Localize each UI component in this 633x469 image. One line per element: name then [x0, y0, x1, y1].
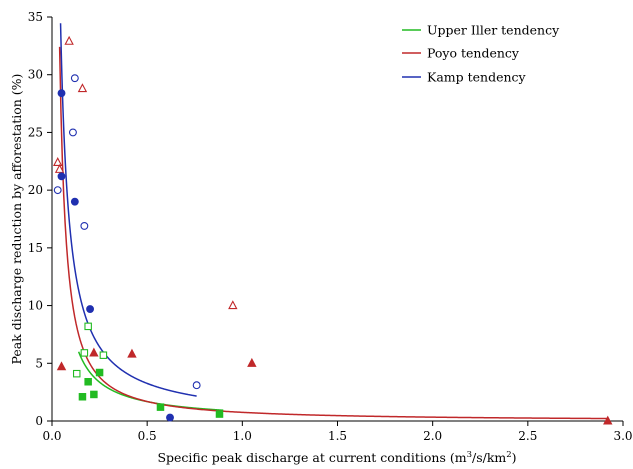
legend-label-kamp: Kamp tendency	[427, 70, 527, 85]
kamp-filled-point	[57, 172, 66, 181]
poyo-filled-point	[603, 415, 613, 425]
y-ticks: 0 5 10 15 20 25 30 35	[28, 10, 52, 428]
x-tick-label: 2.5	[518, 429, 537, 443]
x-tick-label: 1.0	[233, 429, 252, 443]
y-tick-label: 20	[28, 183, 43, 197]
poyo-filled-point	[127, 348, 137, 358]
upper-iller-trend-line	[77, 351, 224, 411]
poyo-trend-line	[58, 46, 608, 420]
x-tick-label: 0.0	[42, 429, 61, 443]
kamp-filled-point	[70, 197, 79, 206]
x-axis-title: Specific peak discharge at current condi…	[157, 450, 516, 465]
kamp-open-point	[53, 186, 62, 195]
y-tick-label: 30	[28, 68, 43, 82]
poyo-filled-point	[247, 357, 257, 367]
x-tick-label: 2.0	[423, 429, 442, 443]
y-tick-label: 0	[35, 414, 43, 428]
upper-iller-open-point	[84, 322, 92, 331]
poyo-open-point	[228, 300, 238, 310]
x-ticks: 0.0 0.5 1.0 1.5 2.0 2.5 3.0	[42, 421, 633, 443]
y-tick-label: 15	[28, 241, 43, 255]
legend: Upper Iller tendency Poyo tendency Kamp …	[402, 23, 560, 85]
upper-iller-filled-point	[84, 378, 92, 386]
y-tick-label: 35	[28, 10, 43, 24]
poyo-open-point	[52, 157, 63, 166]
axes	[51, 17, 623, 422]
legend-label-poyo: Poyo tendency	[427, 46, 520, 61]
kamp-open-point	[80, 221, 89, 230]
poyo-open-point	[54, 163, 65, 173]
poyo-open-point	[64, 35, 74, 45]
trend-lines	[58, 23, 608, 420]
y-tick-label: 5	[35, 356, 43, 370]
kamp-filled-point	[166, 413, 174, 422]
x-tick-label: 0.5	[138, 429, 157, 443]
kamp-trend-line	[59, 23, 197, 397]
kamp-open-point	[192, 381, 201, 390]
upper-iller-filled-point	[156, 403, 165, 411]
poyo-filled-point	[56, 361, 67, 371]
poyo-filled-point	[89, 347, 99, 357]
y-tick-label: 25	[28, 125, 43, 139]
upper-iller-filled-point	[90, 390, 98, 399]
upper-iller-open-point	[99, 351, 108, 359]
x-tick-label: 1.5	[328, 429, 347, 443]
y-axis-title: Peak discharge reduction by afforestatio…	[9, 74, 24, 365]
data-points	[52, 35, 613, 425]
kamp-filled-point	[57, 89, 66, 98]
kamp-filled-point	[86, 305, 95, 313]
upper-iller-filled-point	[78, 393, 87, 401]
kamp-open-point	[70, 74, 79, 83]
y-tick-label: 10	[28, 299, 43, 313]
upper-iller-filled-point	[215, 410, 224, 418]
upper-iller-open-point	[80, 349, 89, 357]
x-tick-label: 3.0	[613, 429, 632, 443]
kamp-open-point	[68, 128, 77, 137]
legend-label-upper-iller: Upper Iller tendency	[427, 23, 560, 38]
upper-iller-open-point	[72, 369, 81, 378]
poyo-open-point	[77, 83, 88, 93]
upper-iller-filled-point	[95, 368, 104, 377]
